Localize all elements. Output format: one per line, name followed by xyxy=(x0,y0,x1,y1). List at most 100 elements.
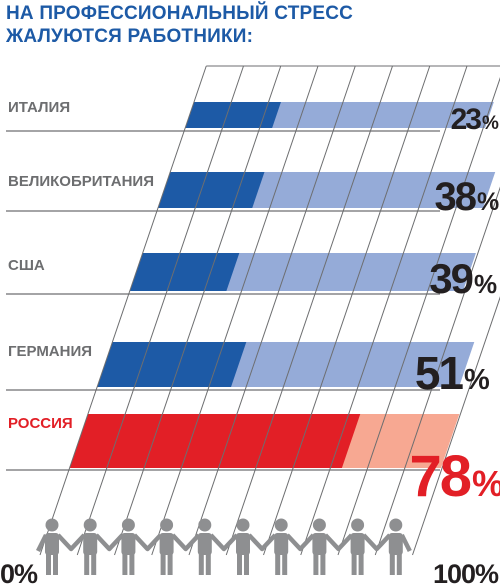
axis-label-min: 0% xyxy=(0,559,38,586)
category-label: ГЕРМАНИЯ xyxy=(8,343,92,360)
person-body xyxy=(274,533,289,555)
person-head xyxy=(312,518,326,532)
joined-arms xyxy=(285,533,316,552)
grid-line xyxy=(412,296,500,556)
person-leg xyxy=(282,553,288,575)
person-leg xyxy=(91,553,97,575)
person-head xyxy=(121,518,135,532)
person-icon xyxy=(312,518,354,575)
grid-line xyxy=(263,65,431,556)
person-icon xyxy=(236,518,277,575)
joined-arms xyxy=(361,533,392,552)
grid-line xyxy=(300,65,468,556)
axis-label-max: 100% xyxy=(433,559,499,586)
person-body xyxy=(388,533,403,555)
person-icon xyxy=(83,518,125,575)
person-leg xyxy=(237,553,242,575)
person-icon xyxy=(350,518,392,575)
person-head xyxy=(198,518,212,532)
grid-line xyxy=(337,76,500,556)
person-body xyxy=(121,533,136,555)
person-leg xyxy=(320,553,326,575)
person-leg xyxy=(84,553,90,575)
person-head xyxy=(236,518,250,532)
joined-arms xyxy=(56,533,86,552)
value-unit: % xyxy=(464,364,490,396)
grid-line xyxy=(39,65,207,556)
person-icon xyxy=(159,518,201,575)
person-body xyxy=(350,533,365,555)
person-icon xyxy=(388,518,412,575)
value-unit: % xyxy=(482,113,499,134)
person-icon xyxy=(35,518,86,575)
person-leg xyxy=(167,553,173,575)
person-body xyxy=(83,533,98,555)
person-leg xyxy=(129,553,135,575)
grid-line xyxy=(114,65,282,556)
value-label: 39 xyxy=(429,255,472,302)
person-body xyxy=(197,533,212,555)
person-leg xyxy=(313,553,319,575)
bar-value xyxy=(157,172,265,208)
bar-value xyxy=(97,342,247,387)
joined-arms xyxy=(170,533,201,552)
person-icon xyxy=(197,518,239,575)
person-leg xyxy=(198,553,204,575)
person-head xyxy=(274,518,288,532)
value-label: 78 xyxy=(409,444,470,509)
person-leg xyxy=(358,553,364,575)
grid-line xyxy=(151,65,319,556)
value-unit: % xyxy=(472,463,500,504)
person-head xyxy=(45,518,59,532)
person-leg xyxy=(205,553,211,575)
person-head xyxy=(389,518,403,532)
value-label: 23 xyxy=(451,103,482,136)
person-arm xyxy=(399,533,412,553)
grid-line xyxy=(76,65,244,556)
person-leg xyxy=(53,553,58,575)
person-body xyxy=(159,533,174,555)
person-icon xyxy=(121,518,163,575)
person-arm xyxy=(35,533,49,553)
person-leg xyxy=(396,553,402,575)
bars-layer xyxy=(69,102,496,468)
value-labels-layer: 23%38%39%51%78% xyxy=(409,103,500,509)
value-label: 38 xyxy=(435,175,477,219)
person-leg xyxy=(46,553,51,575)
person-leg xyxy=(160,553,166,575)
person-leg xyxy=(244,553,249,575)
person-body xyxy=(45,533,59,555)
joined-arms xyxy=(132,533,163,552)
bar-value xyxy=(129,253,240,291)
person-body xyxy=(236,533,250,555)
person-head xyxy=(160,518,174,532)
baselines-layer xyxy=(6,130,440,471)
person-leg xyxy=(122,553,128,575)
joined-arms xyxy=(94,533,125,552)
category-label: ИТАЛИЯ xyxy=(8,99,70,116)
joined-arms xyxy=(247,533,277,552)
joined-arms xyxy=(323,533,354,552)
grid-layer xyxy=(39,65,500,556)
title-line-1: НА ПРОФЕССИОНАЛЬНЫЙ СТРЕСС xyxy=(6,3,354,24)
person-head xyxy=(83,518,97,532)
grid-line xyxy=(374,186,500,556)
people-row xyxy=(35,518,412,575)
joined-arms xyxy=(209,533,239,552)
person-leg xyxy=(389,553,395,575)
value-unit: % xyxy=(477,188,499,216)
value-label: 51 xyxy=(415,347,464,399)
chart-title: НА ПРОФЕССИОНАЛЬНЫЙ СТРЕСС ЖАЛУЮТСЯ РАБО… xyxy=(6,2,354,48)
bar-value xyxy=(69,414,361,468)
person-leg xyxy=(275,553,281,575)
category-labels-layer: ИТАЛИЯ ВЕЛИКОБРИТАНИЯ США ГЕРМАНИЯ РОССИЯ xyxy=(8,99,154,432)
grid-line xyxy=(225,65,393,556)
person-head xyxy=(351,518,365,532)
person-body xyxy=(312,533,327,555)
grid-line xyxy=(188,65,356,556)
person-icon xyxy=(274,518,316,575)
value-unit: % xyxy=(474,269,497,299)
bar-value xyxy=(185,102,281,128)
title-line-2: ЖАЛУЮТСЯ РАБОТНИКИ: xyxy=(6,26,254,47)
